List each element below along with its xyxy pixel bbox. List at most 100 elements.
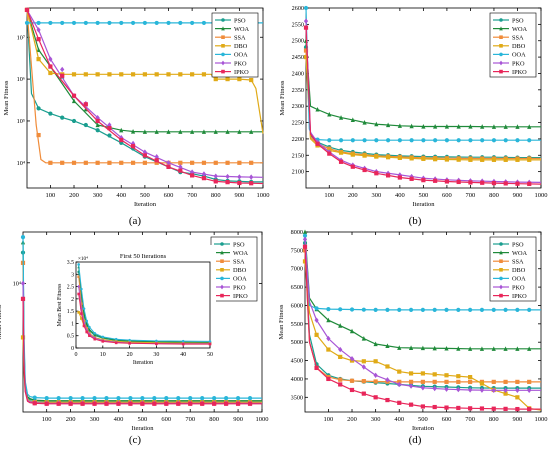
data-point — [515, 124, 520, 129]
data-point — [303, 5, 309, 11]
x-tick-label: 400 — [116, 192, 126, 199]
data-point — [235, 396, 241, 401]
y-tick-label: 2100 — [292, 169, 304, 176]
y-tick-label: 10⁴ — [13, 280, 21, 287]
legend-marker — [499, 60, 503, 66]
legend-marker — [220, 259, 224, 263]
x-tick-label: 400 — [114, 416, 124, 423]
data-point — [247, 396, 253, 401]
x-tick-label: 800 — [489, 192, 499, 199]
data-point — [433, 138, 438, 143]
data-point — [362, 138, 367, 143]
data-point — [166, 20, 171, 26]
data-point — [71, 98, 77, 104]
data-point — [420, 404, 425, 409]
data-point — [444, 373, 449, 378]
data-point — [326, 335, 331, 342]
inset-data-point — [208, 340, 212, 343]
data-point — [119, 20, 124, 26]
legend-label: PSO — [512, 241, 524, 248]
legend-marker — [220, 242, 224, 246]
data-point — [373, 307, 378, 312]
legend-marker — [499, 276, 503, 281]
data-point — [178, 164, 183, 170]
data-point — [200, 401, 205, 406]
data-point — [397, 175, 402, 180]
data-point — [142, 20, 147, 26]
y-axis-label: Mean Fitness — [278, 304, 285, 339]
data-point — [225, 77, 230, 82]
inset-x-tick-label: 40 — [180, 352, 186, 358]
x-tick-label: 300 — [371, 192, 381, 199]
data-point — [479, 381, 485, 386]
inset-x-tick-label: 0 — [75, 352, 78, 358]
legend-label: PKO — [233, 284, 246, 291]
x-tick-label: 800 — [489, 416, 499, 423]
data-point — [212, 396, 217, 401]
data-point — [104, 396, 109, 401]
data-point — [385, 307, 390, 312]
inset-multiplier: ×10⁴ — [78, 256, 88, 262]
data-point — [515, 406, 520, 412]
data-point — [20, 280, 26, 287]
data-point — [327, 151, 332, 156]
data-point — [95, 122, 100, 128]
data-point — [456, 374, 461, 379]
data-point — [237, 77, 242, 82]
x-tick-label: 1000 — [257, 192, 270, 199]
y-tick-label: 2150 — [292, 152, 304, 159]
data-point — [188, 401, 193, 406]
data-point — [350, 117, 355, 123]
data-point — [432, 404, 437, 410]
legend-label: OOA — [512, 52, 526, 59]
panel-b: 100 200 300 400 500 600 700 800 900 1000 Iteration… — [279, 5, 548, 208]
data-point — [107, 133, 112, 138]
data-point — [178, 129, 183, 134]
x-tick-label: 500 — [138, 416, 148, 423]
legend-label: PSO — [234, 17, 246, 24]
legend-label: DBO — [233, 267, 247, 274]
data-point — [56, 401, 61, 406]
data-point — [338, 346, 343, 353]
data-point — [326, 376, 331, 382]
x-tick-label: 700 — [187, 192, 197, 199]
legend-label: SSA — [233, 259, 245, 266]
data-point — [373, 372, 378, 378]
data-point — [468, 138, 473, 143]
data-point — [456, 123, 461, 129]
data-point — [44, 401, 49, 406]
x-tick-label: 900 — [513, 192, 523, 199]
data-point — [409, 123, 414, 129]
data-point — [36, 132, 41, 138]
data-point — [56, 396, 61, 401]
data-point — [421, 123, 426, 129]
data-point — [480, 180, 485, 185]
data-point — [503, 391, 508, 396]
data-point — [48, 70, 53, 76]
data-point — [444, 179, 450, 184]
y-tick-label: 7500 — [291, 247, 303, 254]
data-point — [303, 25, 309, 30]
data-point — [249, 181, 254, 186]
data-point — [36, 47, 41, 52]
data-point — [479, 387, 485, 393]
data-point — [515, 138, 520, 143]
x-tick-label: 500 — [418, 416, 428, 423]
data-point — [83, 160, 88, 165]
data-point — [201, 129, 207, 134]
y-tick-label: 2250 — [292, 120, 304, 127]
data-point — [349, 356, 355, 362]
data-point — [515, 395, 520, 400]
data-point — [326, 307, 331, 312]
y-tick-label: 2550 — [292, 21, 304, 28]
y-tick-label: 7000 — [291, 266, 303, 273]
inset-x-tick-label: 30 — [153, 352, 159, 358]
data-point — [32, 395, 37, 400]
series-ssa — [24, 7, 263, 165]
data-point — [374, 138, 379, 143]
data-point — [130, 160, 136, 165]
data-point — [491, 406, 496, 411]
inset-data-point — [93, 337, 97, 341]
inset-data-point — [85, 330, 89, 334]
data-point — [456, 386, 461, 393]
